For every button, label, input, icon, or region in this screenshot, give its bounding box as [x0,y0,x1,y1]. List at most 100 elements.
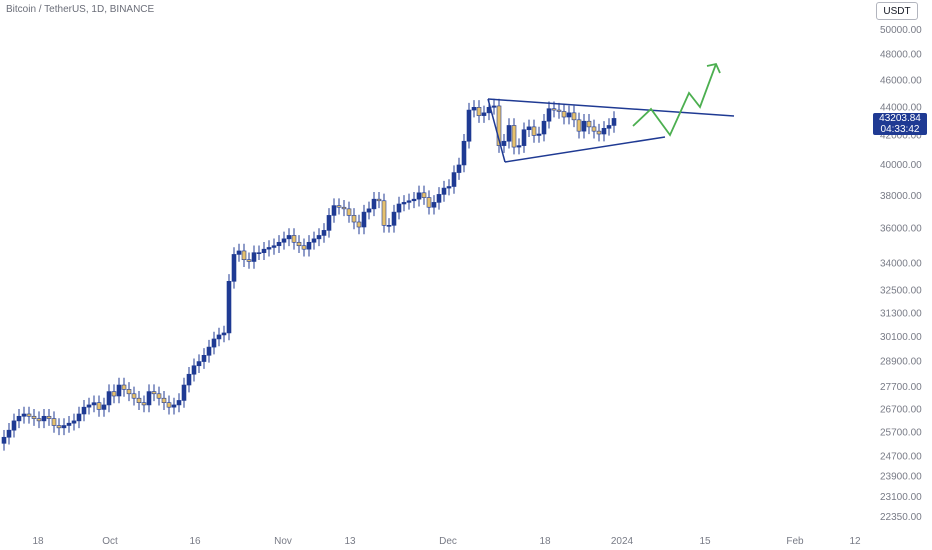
candle-body [536,133,542,136]
candle-body [461,140,467,166]
candle-body [26,413,32,417]
candle-body [596,130,602,135]
candle-body [371,198,377,210]
y-tick-label: 40000.00 [880,160,922,171]
y-tick-label: 23900.00 [880,471,922,482]
candle-body [456,164,462,173]
x-tick-label: 15 [699,536,711,547]
y-tick-label: 30100.00 [880,332,922,343]
candle-body [206,346,212,356]
candle-body [411,198,417,202]
candle-body [171,404,177,408]
candle-body [431,202,437,208]
candle-body [116,384,122,397]
candle-body [436,194,442,203]
candle-body [266,247,272,250]
projection-path [632,63,717,137]
currency-button[interactable]: USDT [876,2,918,20]
candle-body [571,112,577,121]
y-tick-label: 36000.00 [880,224,922,235]
candle-body [131,393,137,399]
candle-body [526,126,532,131]
candle-body [511,125,517,148]
candle-body [111,391,117,397]
x-tick-label: 18 [32,536,44,547]
candle-body [286,235,292,240]
candle-body [296,241,302,247]
candle-body [361,211,367,228]
x-tick-label: Nov [274,536,292,547]
candle-body [281,238,287,243]
y-tick-label: 28900.00 [880,357,922,368]
candle-body [521,129,527,146]
candle-body [51,418,57,426]
y-tick-label: 38000.00 [880,191,922,202]
candle-body [136,397,142,403]
candle-body [336,205,342,208]
candle-body [301,245,307,250]
candle-body [71,420,77,424]
candle-body [601,127,607,135]
candle-body [591,126,597,132]
candle-body [21,413,27,417]
candle-body [76,413,82,422]
y-tick-label: 46000.00 [880,75,922,86]
candle-body [446,186,452,189]
candle-body [1,436,7,444]
candle-body [201,355,207,362]
candle-body [221,332,227,336]
candle-body [141,402,147,406]
candle-body [611,118,617,126]
candle-body [156,393,162,399]
x-tick-label: 13 [344,536,356,547]
candle-body [566,112,572,118]
candle-body [321,230,327,236]
candle-body [356,221,362,228]
candle-body [241,250,247,261]
y-tick-label: 34000.00 [880,258,922,269]
last-price-value: 43203.84 [879,113,921,124]
candle-body [236,250,242,255]
candle-body [581,120,587,132]
candle-body [481,112,487,116]
x-tick-label: 12 [849,536,861,547]
candle-body [196,361,202,367]
candle-body [381,200,387,226]
candle-body [471,107,477,111]
candle-body [331,205,337,216]
candle-body [251,252,257,262]
candle-body [121,384,127,390]
candle-body [466,109,472,142]
candle-body [346,208,352,216]
candle-body [126,389,132,395]
candle-body [66,422,72,426]
y-tick-label: 48000.00 [880,50,922,61]
candle-body [101,404,107,410]
countdown-timer: 04:33:42 [880,124,920,135]
y-tick-label: 23100.00 [880,492,922,503]
candle-body [576,119,582,132]
candle-body [516,145,522,148]
candle-body [386,225,392,227]
candle-body [421,192,427,198]
last-price-badge: 43203.84 04:33:42 [873,113,927,135]
x-tick-label: 2024 [611,536,634,547]
candle-body [191,365,197,375]
candle-body [506,125,512,142]
candle-body [231,254,237,282]
candle-body [306,241,312,250]
candle-body [396,203,402,213]
candle-body [96,402,102,410]
candle-body [341,206,347,210]
candle-body [326,215,332,231]
candle-body [406,200,412,203]
x-tick-label: Oct [102,536,118,547]
projection-arrowhead [706,62,721,74]
y-tick-label: 42000.00 [880,130,922,141]
candle-body [56,425,62,429]
candle-body [426,197,432,208]
candle-body [36,418,42,422]
y-tick-label: 27700.00 [880,382,922,393]
